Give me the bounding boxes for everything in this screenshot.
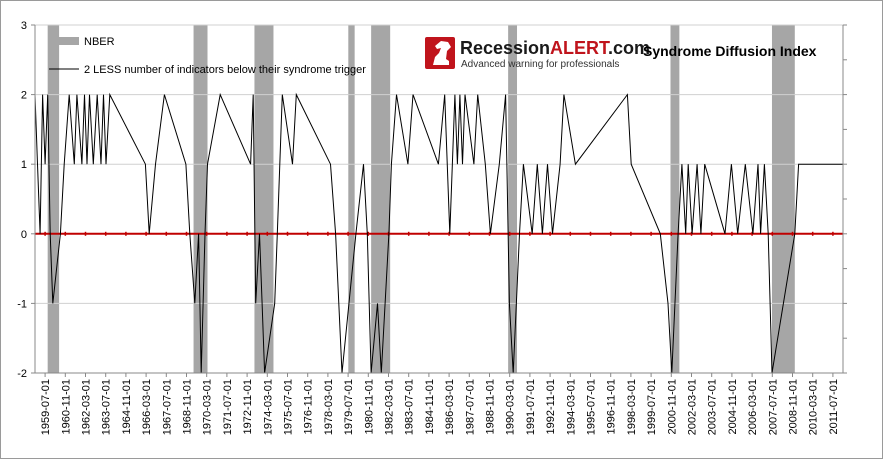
legend-label-nber: NBER (84, 36, 115, 48)
x-tick-label: 1996-11-01 (606, 379, 618, 434)
x-tick-label: 1983-07-01 (404, 379, 416, 435)
x-tick-label: 1964-11-01 (121, 379, 133, 434)
x-tick-label: 2003-07-01 (707, 379, 719, 435)
y-tick-label: -1 (17, 298, 27, 310)
x-tick-label: 1992-11-01 (545, 379, 557, 434)
x-tick-labels: 1959-07-01 1960-11-01 1962-03-01 1963-07-01… (40, 379, 840, 435)
x-tick-label: 2006-03-01 (747, 379, 759, 435)
series-line (34, 92, 843, 374)
x-tick-label: 1959-07-01 (40, 379, 52, 435)
nber-band-6 (670, 25, 680, 373)
nber-band-3 (348, 25, 355, 373)
x-tick-label: 2000-11-01 (666, 379, 678, 434)
x-tick-label: 1994-03-01 (565, 379, 577, 435)
nber-band-4 (371, 25, 391, 373)
x-tick-label: 2007-07-01 (767, 379, 779, 435)
y-tick-labels: -2 -1 0 1 2 3 (17, 20, 27, 380)
x-tick-label: 1979-07-01 (343, 379, 355, 435)
x-tick-label: 1962-03-01 (81, 379, 93, 435)
legend: NBER 2 LESS number of indicators below t… (49, 36, 366, 76)
zero-reference (35, 231, 843, 236)
svg-text:RecessionALERT.com: RecessionALERT.com (460, 38, 650, 58)
diffusion-series (34, 92, 843, 374)
x-tick-label: 1976-11-01 (303, 379, 315, 434)
logo-knight-glyph (433, 41, 451, 65)
x-tick-label: 1988-11-01 (485, 379, 497, 434)
x-tick-label: 1968-11-01 (182, 379, 194, 434)
logo: RecessionALERT.com Advanced warning for … (425, 37, 650, 70)
x-tick-label: 1987-07-01 (464, 379, 476, 435)
x-tick-label: 1995-07-01 (586, 379, 598, 435)
nber-band-0 (47, 25, 60, 373)
y-tick-label: 0 (21, 229, 27, 241)
logo-tagline: Advanced warning for professionals (461, 59, 619, 70)
x-tick-label: 1970-03-01 (202, 379, 214, 435)
nber-recession-bands (47, 25, 795, 373)
x-tick-label: 1986-03-01 (444, 379, 456, 435)
y-tick-label: 1 (21, 159, 27, 171)
x-tick-label: 2004-11-01 (727, 379, 739, 434)
x-tick-label: 1974-03-01 (262, 379, 274, 435)
x-tick-label: 1975-07-01 (283, 379, 295, 435)
plot-background (35, 25, 843, 373)
x-tick-label: 1999-07-01 (646, 379, 658, 435)
x-tick-label: 1963-07-01 (101, 379, 113, 435)
x-tick-label: 1990-03-01 (505, 379, 517, 435)
x-tick-label: 1978-03-01 (323, 379, 335, 435)
x-tick-label: 1967-07-01 (161, 379, 173, 435)
x-tick-label: 2008-11-01 (788, 379, 800, 434)
y-tick-label: 3 (21, 20, 27, 32)
logo-name: Recession (460, 38, 550, 58)
chart-title: Syndrome Diffusion Index (643, 43, 817, 59)
x-tick-label: 1980-11-01 (363, 379, 375, 434)
x-tick-label: 2011-07-01 (828, 379, 840, 434)
nber-band-5 (508, 25, 518, 373)
nber-band-7 (771, 25, 795, 373)
x-tick-label: 1971-07-01 (222, 379, 234, 435)
x-tick-label: 1972-11-01 (242, 379, 254, 434)
x-tick-label: 1991-07-01 (525, 379, 537, 435)
axes (31, 24, 847, 377)
legend-label-series: 2 LESS number of indicators below their … (84, 64, 366, 76)
x-tick-label: 2010-03-01 (808, 379, 820, 435)
nber-band-2 (254, 25, 274, 373)
legend-swatch-nber (49, 37, 79, 45)
logo-suffix: .com (608, 38, 650, 58)
x-tick-label: 1960-11-01 (60, 379, 72, 434)
x-tick-label: 2002-03-01 (687, 379, 699, 435)
x-tick-label: 1998-03-01 (626, 379, 638, 435)
x-tick-label: 1982-03-01 (384, 379, 396, 435)
y-tick-label: -2 (17, 368, 27, 380)
x-tick-label: 1966-03-01 (141, 379, 153, 435)
y-tick-label: 2 (21, 90, 27, 102)
logo-accent: ALERT (550, 38, 610, 58)
x-tick-label: 1984-11-01 (424, 379, 436, 434)
plot-area (35, 25, 843, 373)
